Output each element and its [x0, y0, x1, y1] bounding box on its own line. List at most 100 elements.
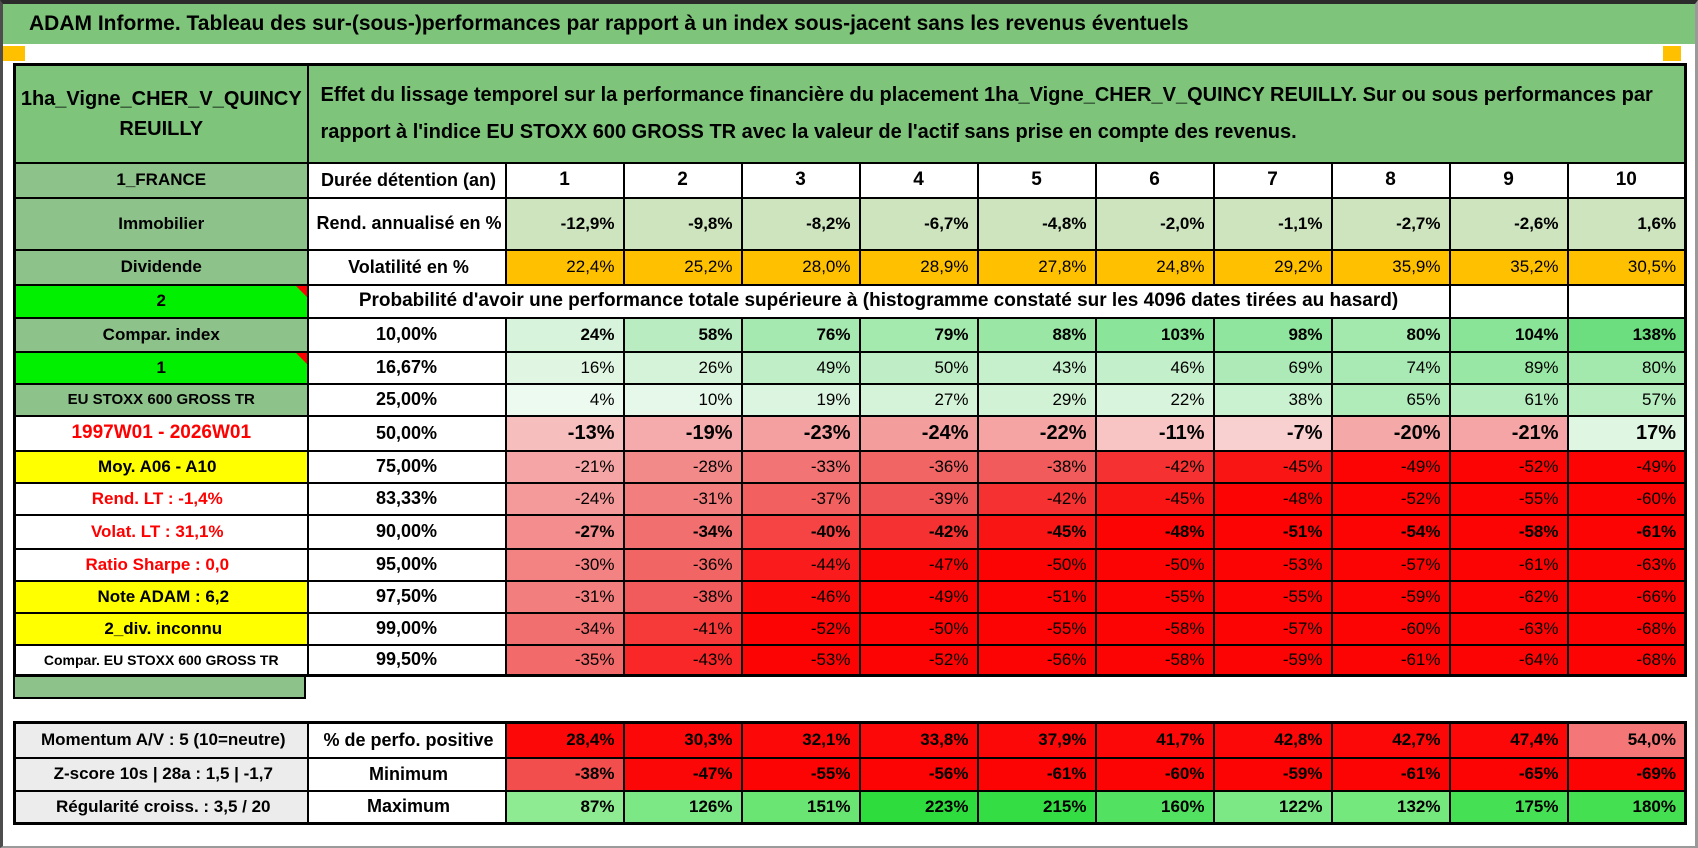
data-cell[interactable]: -36% [622, 547, 743, 582]
data-cell[interactable]: -4,8% [976, 196, 1097, 251]
summary-data-cell[interactable]: 223% [858, 789, 979, 825]
data-cell[interactable]: -22% [976, 414, 1097, 452]
data-cell[interactable]: -34% [504, 611, 625, 646]
summary-data-cell[interactable]: 30,3% [622, 721, 743, 759]
summary-data-cell[interactable]: 37,9% [976, 721, 1097, 759]
row-threshold-cell[interactable]: 75,00% [306, 449, 507, 484]
probability-header-cell[interactable]: Probabilité d'avoir une performance tota… [306, 283, 1451, 319]
row-label[interactable]: Compar. EU STOXX 600 GROSS TR [13, 643, 309, 677]
data-cell[interactable]: -38% [622, 579, 743, 614]
row-threshold-cell[interactable]: 83,33% [306, 481, 507, 516]
data-cell[interactable]: 19% [740, 382, 861, 417]
empty-cell[interactable] [1448, 283, 1569, 319]
row-label-flag-2[interactable]: 2 [13, 283, 309, 319]
row-label[interactable]: 2_div. inconnu [13, 611, 309, 646]
summary-data-cell[interactable]: 41,7% [1094, 721, 1215, 759]
data-cell[interactable]: -45% [976, 513, 1097, 550]
summary-data-cell[interactable]: 215% [976, 789, 1097, 825]
data-cell[interactable]: 22,4% [504, 248, 625, 286]
summary-data-cell[interactable]: -38% [504, 756, 625, 792]
data-cell[interactable]: -48% [1212, 481, 1333, 516]
data-cell[interactable]: 27% [858, 382, 979, 417]
data-cell[interactable]: -58% [1094, 643, 1215, 677]
data-cell[interactable]: 103% [1094, 316, 1215, 353]
data-cell[interactable]: -12,9% [504, 196, 625, 251]
data-cell[interactable]: 30,5% [1566, 248, 1687, 286]
summary-data-cell[interactable]: 180% [1566, 789, 1687, 825]
row-threshold-cell[interactable]: 99,00% [306, 611, 507, 646]
data-cell[interactable]: -38% [976, 449, 1097, 484]
summary-data-cell[interactable]: -61% [1330, 756, 1451, 792]
data-cell[interactable]: -48% [1094, 513, 1215, 550]
data-cell[interactable]: 25,2% [622, 248, 743, 286]
data-cell[interactable]: -11% [1094, 414, 1215, 452]
data-cell[interactable]: 29% [976, 382, 1097, 417]
year-column-header-10[interactable]: 10 [1566, 161, 1687, 199]
data-cell[interactable]: -2,6% [1448, 196, 1569, 251]
summary-row-label[interactable]: Régularité croiss. : 3,5 / 20 [13, 789, 309, 825]
data-cell[interactable]: -55% [1094, 579, 1215, 614]
data-cell[interactable]: -64% [1448, 643, 1569, 677]
summary-data-cell[interactable]: -47% [622, 756, 743, 792]
data-cell[interactable]: -58% [1448, 513, 1569, 550]
data-cell[interactable]: -20% [1330, 414, 1451, 452]
data-cell[interactable]: -54% [1330, 513, 1451, 550]
data-cell[interactable]: 35,2% [1448, 248, 1569, 286]
summary-data-cell[interactable]: 54,0% [1566, 721, 1687, 759]
data-cell[interactable]: -19% [622, 414, 743, 452]
data-cell[interactable]: -59% [1330, 579, 1451, 614]
row-label[interactable]: Volat. LT : 31,1% [13, 513, 309, 550]
data-cell[interactable]: 79% [858, 316, 979, 353]
data-cell[interactable]: -46% [740, 579, 861, 614]
data-cell[interactable]: 28,0% [740, 248, 861, 286]
data-cell[interactable]: 58% [622, 316, 743, 353]
data-cell[interactable]: 49% [740, 350, 861, 385]
summary-data-cell[interactable]: -59% [1212, 756, 1333, 792]
data-cell[interactable]: 104% [1448, 316, 1569, 353]
row-label[interactable]: Rend. LT : -1,4% [13, 481, 309, 516]
report-title-cell[interactable]: ADAM Informe. Tableau des sur-(sous-)per… [3, 4, 1695, 44]
summary-data-cell[interactable]: 47,4% [1448, 721, 1569, 759]
data-cell[interactable]: 57% [1566, 382, 1687, 417]
row-label[interactable]: Compar. index [13, 316, 309, 353]
data-cell[interactable]: -55% [1212, 579, 1333, 614]
asset-name-cell[interactable]: 1ha_Vigne_CHER_V_QUINCY REUILLY [13, 63, 309, 164]
data-cell[interactable]: 76% [740, 316, 861, 353]
data-cell[interactable]: -36% [858, 449, 979, 484]
data-cell[interactable]: -35% [504, 643, 625, 677]
data-cell[interactable]: -31% [622, 481, 743, 516]
summary-data-cell[interactable]: 126% [622, 789, 743, 825]
data-cell[interactable]: -8,2% [740, 196, 861, 251]
data-cell[interactable]: 80% [1330, 316, 1451, 353]
data-cell[interactable]: -37% [740, 481, 861, 516]
data-cell[interactable]: -58% [1094, 611, 1215, 646]
row-threshold-cell[interactable]: 16,67% [306, 350, 507, 385]
data-cell[interactable]: 74% [1330, 350, 1451, 385]
data-cell[interactable]: -50% [1094, 547, 1215, 582]
summary-data-cell[interactable]: -61% [976, 756, 1097, 792]
row-threshold-cell[interactable]: 95,00% [306, 547, 507, 582]
data-cell[interactable]: 69% [1212, 350, 1333, 385]
data-cell[interactable]: -30% [504, 547, 625, 582]
row-threshold-cell[interactable]: 97,50% [306, 579, 507, 614]
year-column-header-1[interactable]: 1 [504, 161, 625, 199]
data-cell[interactable]: 4% [504, 382, 625, 417]
year-column-header-2[interactable]: 2 [622, 161, 743, 199]
data-cell[interactable]: -28% [622, 449, 743, 484]
data-cell[interactable]: 80% [1566, 350, 1687, 385]
data-cell[interactable]: -27% [504, 513, 625, 550]
data-cell[interactable]: -55% [1448, 481, 1569, 516]
year-column-header-5[interactable]: 5 [976, 161, 1097, 199]
data-cell[interactable]: 35,9% [1330, 248, 1451, 286]
data-cell[interactable]: 17% [1566, 414, 1687, 452]
data-cell[interactable]: -40% [740, 513, 861, 550]
summary-row-label[interactable]: Z-score 10s | 28a : 1,5 | -1,7 [13, 756, 309, 792]
summary-row-label[interactable]: Momentum A/V : 5 (10=neutre) [13, 721, 309, 759]
data-cell[interactable]: -6,7% [858, 196, 979, 251]
data-cell[interactable]: -52% [740, 611, 861, 646]
summary-data-cell[interactable]: -56% [858, 756, 979, 792]
row-label[interactable]: Note ADAM : 6,2 [13, 579, 309, 614]
data-cell[interactable]: -56% [976, 643, 1097, 677]
data-cell[interactable]: -59% [1212, 643, 1333, 677]
data-cell[interactable]: -61% [1566, 513, 1687, 550]
